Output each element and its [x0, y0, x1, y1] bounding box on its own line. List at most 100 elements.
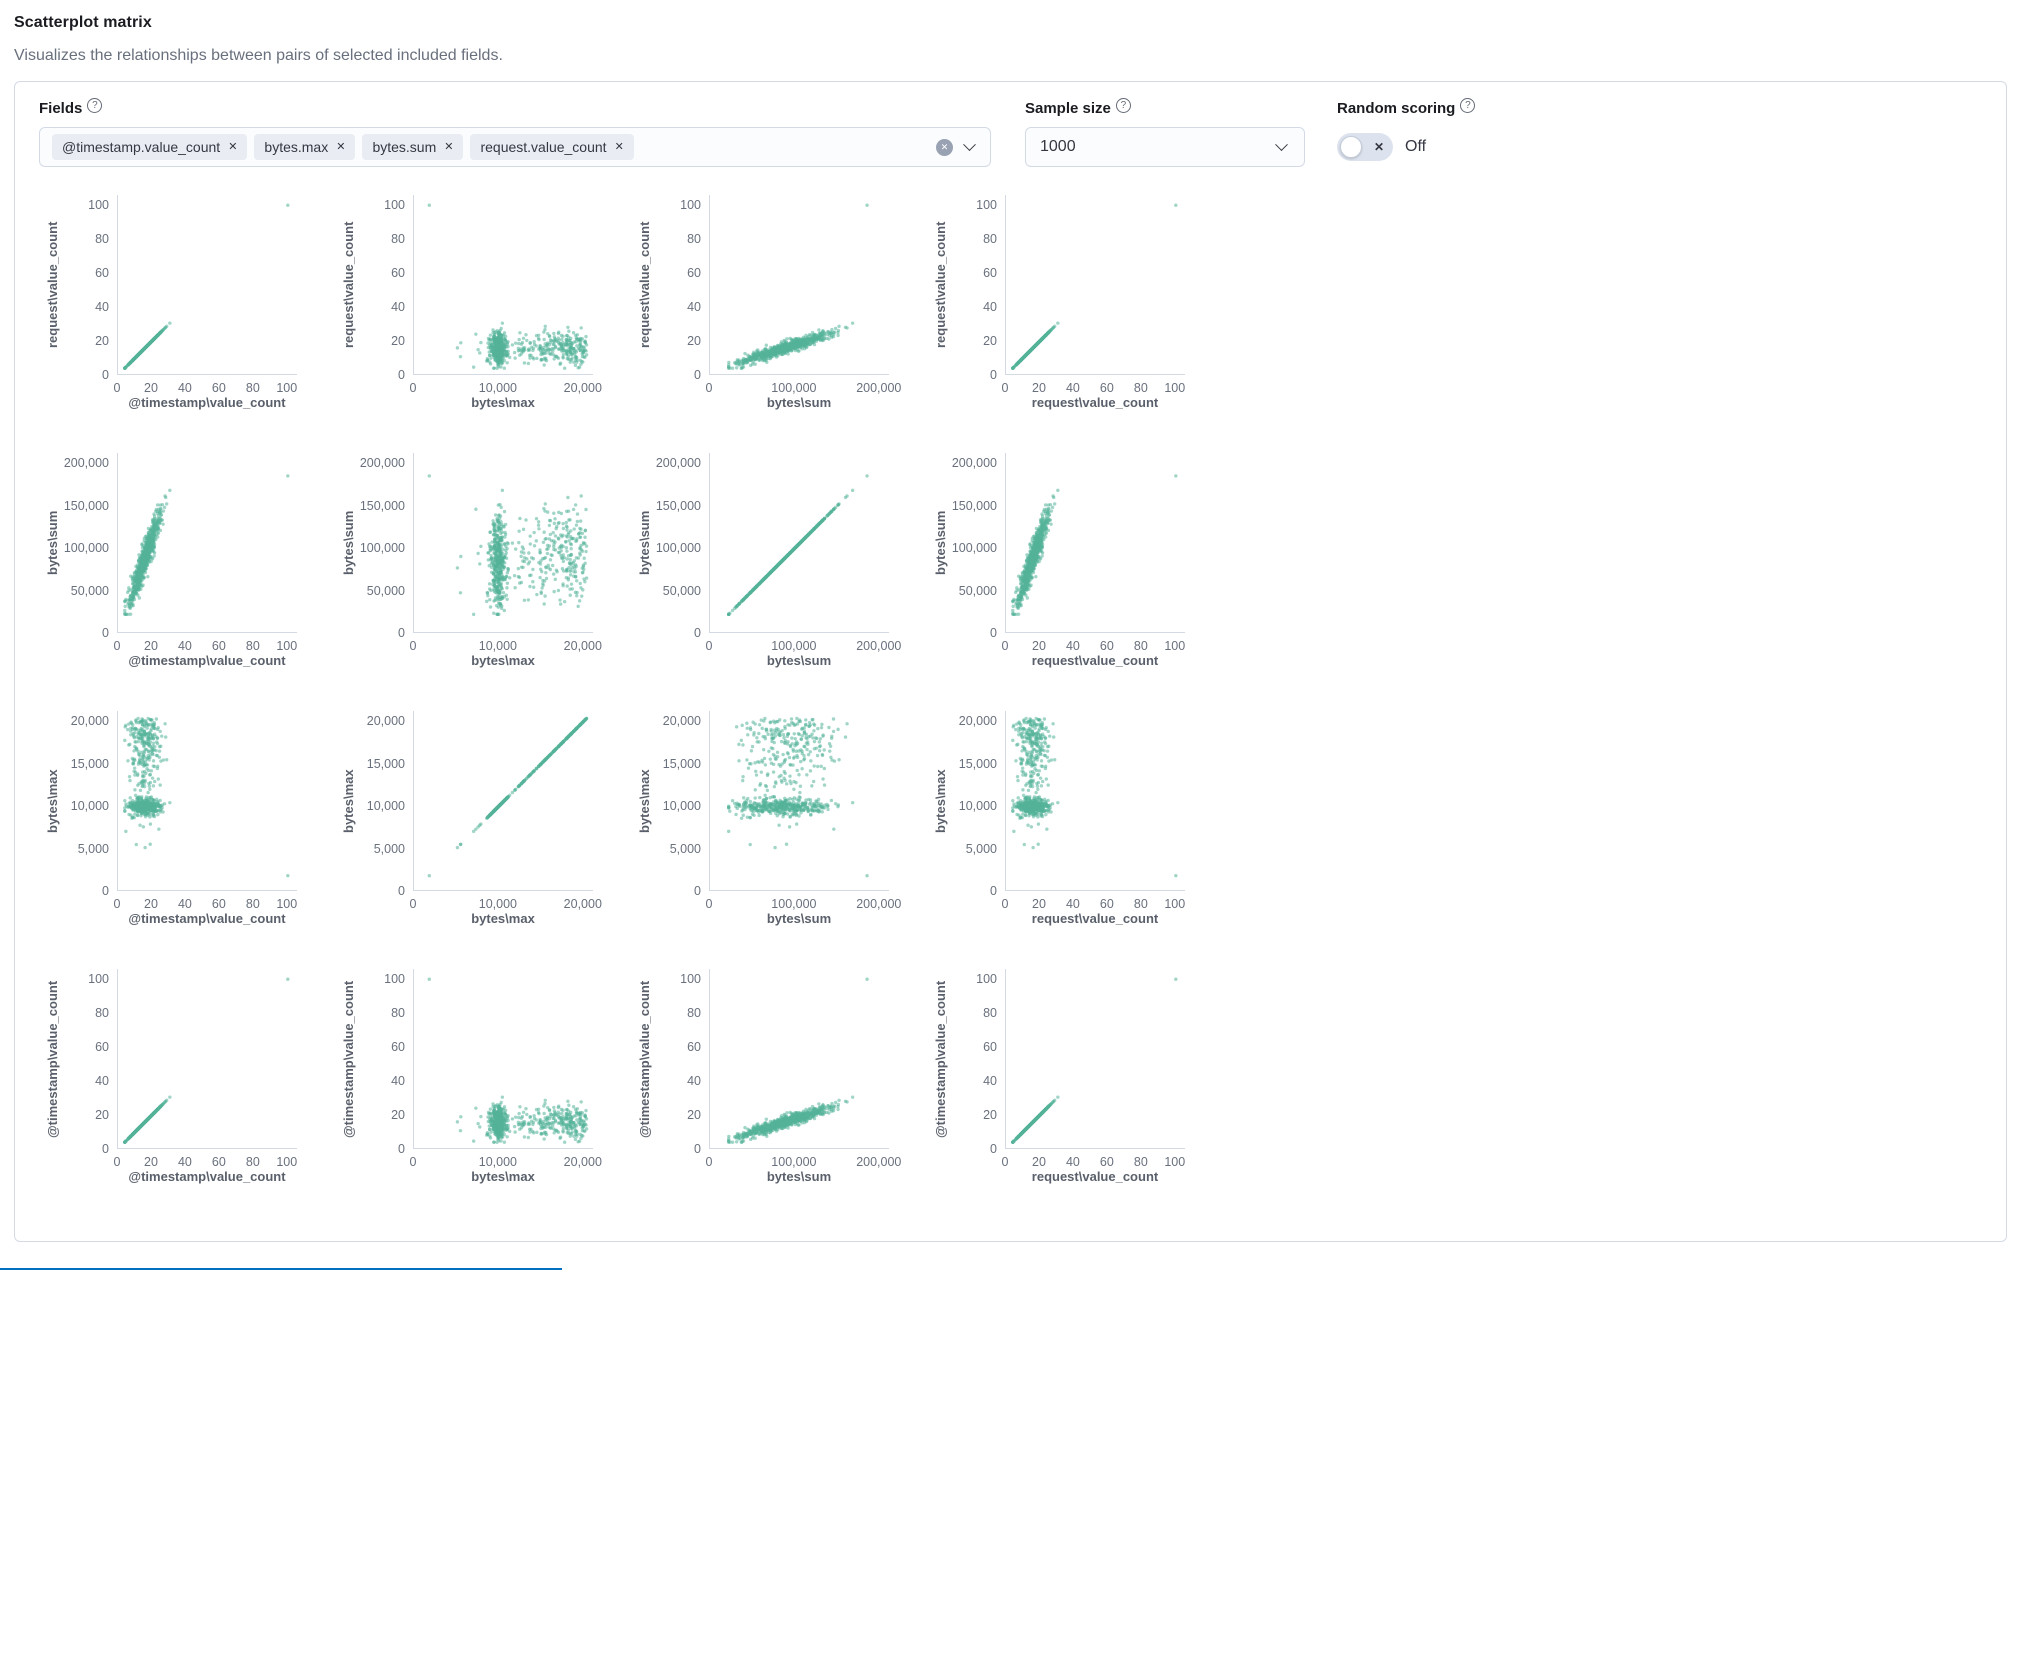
y-tick-label: 80 [95, 232, 109, 247]
x-axis-title: @timestamp\value_count [128, 911, 286, 926]
scatter-plot-area[interactable] [709, 453, 890, 633]
y-tick-label: 10,000 [958, 799, 997, 814]
x-tick-label: 200,000 [856, 1155, 902, 1169]
clear-all-fields-icon[interactable]: ✕ [936, 138, 953, 156]
scatter-cell-r3-c4: bytes\max 0 5,000 10,000 15,000 20,000 0 20 40 60… [931, 703, 1191, 935]
x-tick-label: 20,000 [563, 381, 602, 395]
scatter-plot-area[interactable] [709, 711, 890, 891]
fields-help-icon[interactable]: ? [87, 98, 103, 113]
x-axis-title: @timestamp\value_count [128, 1169, 286, 1184]
y-tick-label: 10,000 [662, 799, 701, 814]
y-tick-label: 20 [391, 334, 405, 349]
x-tick-label: 80 [1133, 639, 1148, 653]
x-tick-label: 40 [177, 381, 192, 395]
x-tick-label: 20 [144, 639, 158, 653]
x-axis-title: request\value_count [1031, 1169, 1159, 1184]
x-axis-title: request\value_count [1031, 395, 1159, 410]
scatter-plot-area[interactable] [709, 195, 890, 375]
scatter-plot-area[interactable] [1005, 969, 1186, 1149]
y-tick-label: 40 [983, 1074, 997, 1089]
x-tick-label: 80 [245, 1155, 260, 1169]
y-tick-label: 60 [95, 1040, 109, 1055]
scatter-cell-r4-c3: @timestamp\value_count 0 20 40 60 80 100 0 100,0… [635, 961, 901, 1193]
random-scoring-toggle[interactable]: ✕ [1337, 133, 1393, 161]
x-tick-label: 0 [409, 897, 417, 911]
scatter-plot-area[interactable] [117, 453, 298, 633]
x-tick-label: 20,000 [563, 1155, 602, 1169]
field-pill[interactable]: @timestamp.value_count ✕ [52, 134, 248, 160]
y-tick-label: 20 [687, 1108, 701, 1123]
y-tick-label: 100 [680, 198, 701, 213]
scatter-plot-area[interactable] [413, 453, 594, 633]
scatter-plot-area[interactable] [413, 711, 594, 891]
y-tick-label: 5,000 [965, 841, 997, 856]
x-tick-label: 80 [245, 639, 260, 653]
x-axis-title: bytes\sum [766, 911, 832, 926]
y-tick-label: 15,000 [662, 756, 701, 771]
x-tick-label: 100 [1164, 381, 1186, 395]
scatter-canvas [710, 969, 890, 1149]
y-tick-label: 50,000 [366, 583, 405, 598]
y-tick-label: 200,000 [951, 456, 997, 471]
random-scoring-label: Random scoring [1337, 100, 1456, 117]
scatter-cell-r4-c1: @timestamp\value_count 0 20 40 60 80 100 0 20 40 6… [43, 961, 303, 1193]
fields-combobox[interactable]: @timestamp.value_count ✕ bytes.max ✕ bytes.s… [39, 127, 991, 167]
scatter-plot-area[interactable] [117, 195, 298, 375]
remove-field-icon[interactable]: ✕ [614, 140, 624, 153]
x-tick-label: 20 [144, 897, 158, 911]
scatter-plot-area[interactable] [413, 195, 594, 375]
x-axis-title: bytes\sum [766, 1169, 832, 1184]
scatter-plot-area[interactable] [117, 969, 298, 1149]
y-tick-label: 60 [687, 266, 701, 281]
random-scoring-help-icon[interactable]: ? [1460, 98, 1476, 113]
scatter-plot-area[interactable] [1005, 195, 1186, 375]
scatter-cell-r4-c4: @timestamp\value_count 0 20 40 60 80 100 0 20 40 6… [931, 961, 1191, 1193]
field-pill[interactable]: request.value_count ✕ [470, 134, 634, 160]
x-tick-label: 0 [705, 639, 713, 653]
y-tick-label: 60 [391, 1040, 405, 1055]
remove-field-icon[interactable]: ✕ [444, 140, 454, 153]
scatter-plot-area[interactable] [709, 969, 890, 1149]
sample-size-select[interactable]: 1000 [1025, 127, 1305, 167]
y-tick-label: 150,000 [655, 498, 701, 513]
x-tick-label: 0 [409, 639, 417, 653]
scatter-plot-area[interactable] [117, 711, 298, 891]
y-tick-label: 50,000 [958, 583, 997, 598]
y-tick-label: 40 [983, 300, 997, 315]
scatter-plot-area[interactable] [413, 969, 594, 1149]
x-tick-label: 40 [177, 639, 192, 653]
x-tick-label: 0 [1001, 381, 1009, 395]
scatter-plot-area[interactable] [1005, 711, 1186, 891]
y-tick-label: 100 [976, 972, 997, 987]
scatter-canvas [710, 711, 890, 891]
y-tick-label: 100 [384, 198, 405, 213]
field-pill[interactable]: bytes.max ✕ [254, 134, 356, 160]
y-tick-label: 80 [983, 232, 997, 247]
x-tick-label: 40 [1065, 897, 1080, 911]
field-pill[interactable]: bytes.sum ✕ [362, 134, 464, 160]
x-tick-label: 40 [177, 897, 192, 911]
x-axis-title: @timestamp\value_count [128, 653, 286, 668]
x-axis-title: @timestamp\value_count [128, 395, 286, 410]
scatter-cell-r1-c1: request\value_count 0 20 40 60 80 100 0 20 40 60 80… [43, 187, 303, 419]
x-axis-title: bytes\max [471, 911, 535, 926]
x-tick-label: 20 [1032, 639, 1046, 653]
x-tick-label: 20 [1032, 1155, 1046, 1169]
y-tick-label: 80 [391, 232, 405, 247]
y-tick-label: 15,000 [958, 756, 997, 771]
remove-field-icon[interactable]: ✕ [228, 140, 238, 153]
x-tick-label: 0 [113, 897, 121, 911]
x-tick-label: 10,000 [478, 381, 517, 395]
y-tick-label: 150,000 [359, 498, 405, 513]
y-tick-label: 150,000 [951, 498, 997, 513]
scatter-plot-area[interactable] [1005, 453, 1186, 633]
remove-field-icon[interactable]: ✕ [336, 140, 346, 153]
y-tick-label: 40 [687, 300, 701, 315]
chevron-down-icon[interactable] [963, 137, 976, 151]
fields-label-row: Fields ? [39, 98, 991, 117]
sample-size-help-icon[interactable]: ? [1115, 98, 1131, 113]
x-tick-label: 40 [1065, 639, 1080, 653]
y-tick-label: 0 [102, 626, 109, 640]
scatter-canvas [710, 195, 890, 375]
x-tick-label: 60 [1099, 381, 1114, 395]
